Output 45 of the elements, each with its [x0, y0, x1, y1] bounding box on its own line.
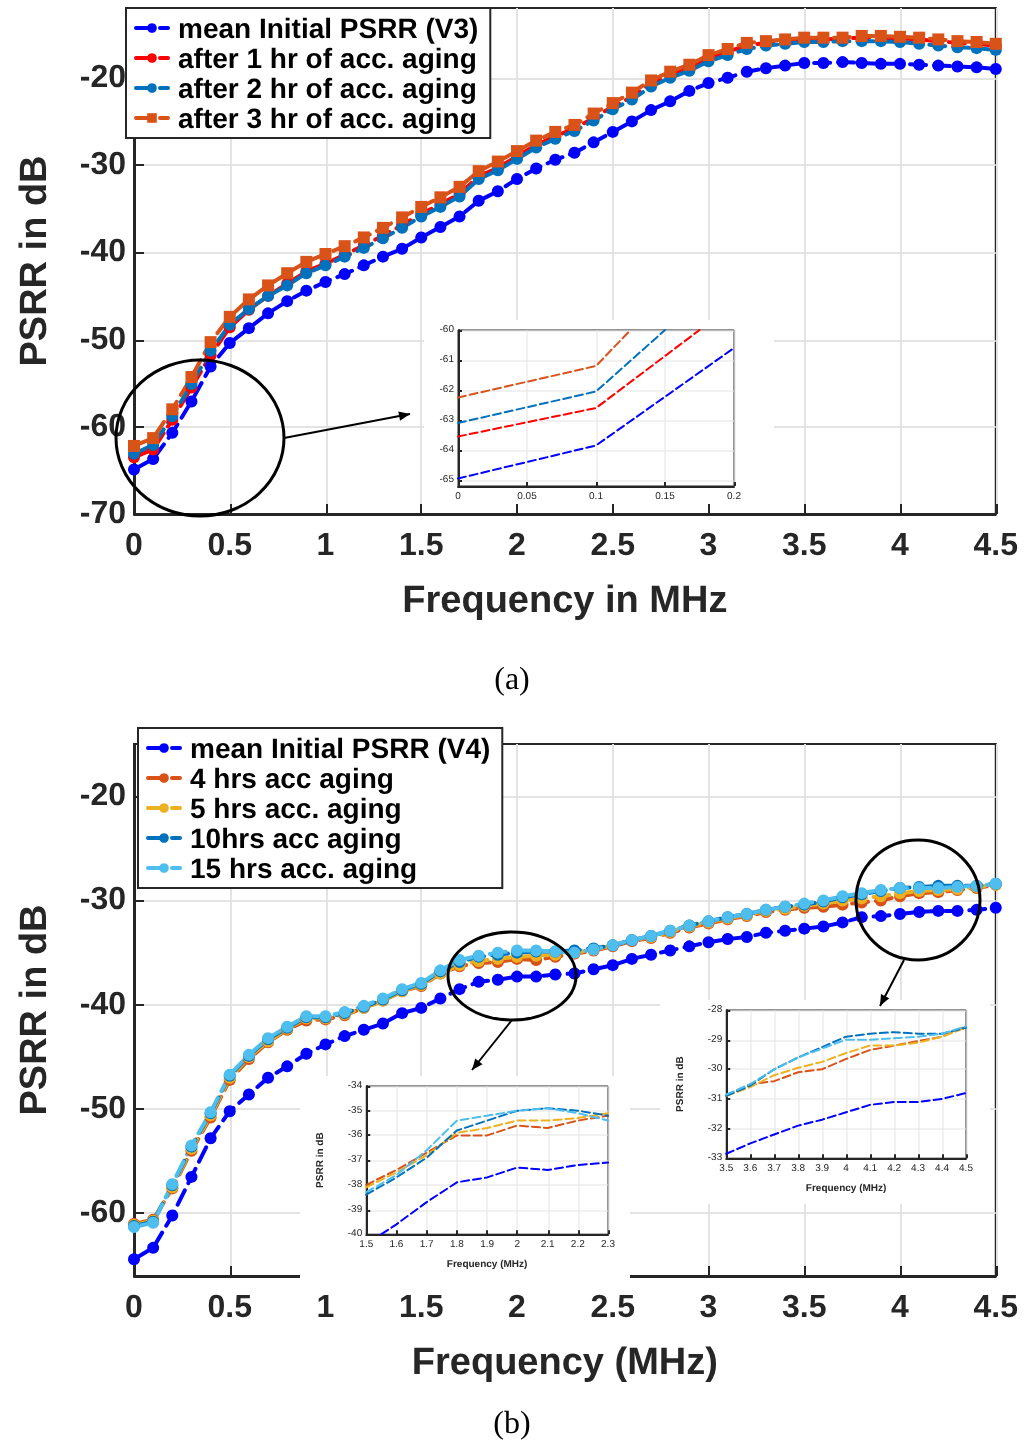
legend-label: after 1 hr of acc. aging — [178, 42, 477, 74]
x-tick-label: 3.5 — [782, 529, 827, 563]
x-tick-label: 1.5 — [399, 1291, 444, 1325]
x-tick-label: 4 — [891, 1291, 910, 1325]
text: (b) — [493, 1407, 531, 1441]
y-tick-label: -60 — [79, 1196, 127, 1231]
y-tick-label: -20 — [79, 60, 127, 95]
legend-label: 5 hrs acc. aging — [190, 792, 402, 824]
x-tick-label: 0 — [125, 529, 144, 563]
x-axis-title: Frequency (MHz) — [411, 1342, 718, 1384]
x-tick-label: 3 — [699, 1291, 718, 1325]
x-tick-label: 2.5 — [590, 529, 636, 563]
legend-label: after 3 hr of acc. aging — [178, 102, 477, 134]
x-axis-title: Frequency in MHz — [402, 580, 728, 622]
y-tick-label: -70 — [79, 497, 127, 531]
x-tick-label: 2 — [508, 1291, 527, 1325]
y-tick-label: -50 — [79, 322, 127, 357]
y-tick-label: -40 — [79, 235, 127, 270]
x-tick-label: 1.5 — [399, 529, 444, 563]
legend-label: 10hrs acc aging — [190, 822, 402, 854]
x-tick-label: 4.5 — [973, 1291, 1019, 1325]
x-tick-label: 0 — [125, 1291, 144, 1325]
x-tick-label: 0.5 — [207, 1291, 253, 1325]
x-tick-label: 4.5 — [973, 529, 1019, 563]
legend-label: mean Initial PSRR (V3) — [178, 12, 479, 44]
x-tick-label: 1 — [316, 529, 335, 563]
x-tick-label: 0.5 — [207, 529, 253, 563]
legend-label: after 2 hr of acc. aging — [178, 72, 477, 104]
y-tick-label: -20 — [79, 779, 127, 814]
legend-label: 4 hrs acc aging — [190, 762, 394, 794]
y-tick-label: -40 — [79, 987, 127, 1022]
x-tick-label: 3 — [699, 529, 718, 563]
y-axis-title: PSRR in dB — [14, 155, 56, 367]
x-tick-label: 1 — [316, 1291, 335, 1325]
x-tick-label: 2.5 — [590, 1291, 636, 1325]
x-tick-label: 2 — [508, 529, 527, 563]
x-tick-label: 3.5 — [782, 1291, 827, 1325]
y-tick-label: -50 — [79, 1092, 127, 1127]
y-axis-title: PSRR in dB — [14, 904, 56, 1116]
legend-label: 15 hrs acc. aging — [190, 852, 418, 884]
legend-label: mean Initial PSRR (V4) — [190, 732, 491, 764]
text: (a) — [494, 663, 530, 697]
y-tick-label: -30 — [79, 883, 127, 918]
x-tick-label: 4 — [891, 529, 910, 563]
y-tick-label: -30 — [79, 148, 127, 183]
